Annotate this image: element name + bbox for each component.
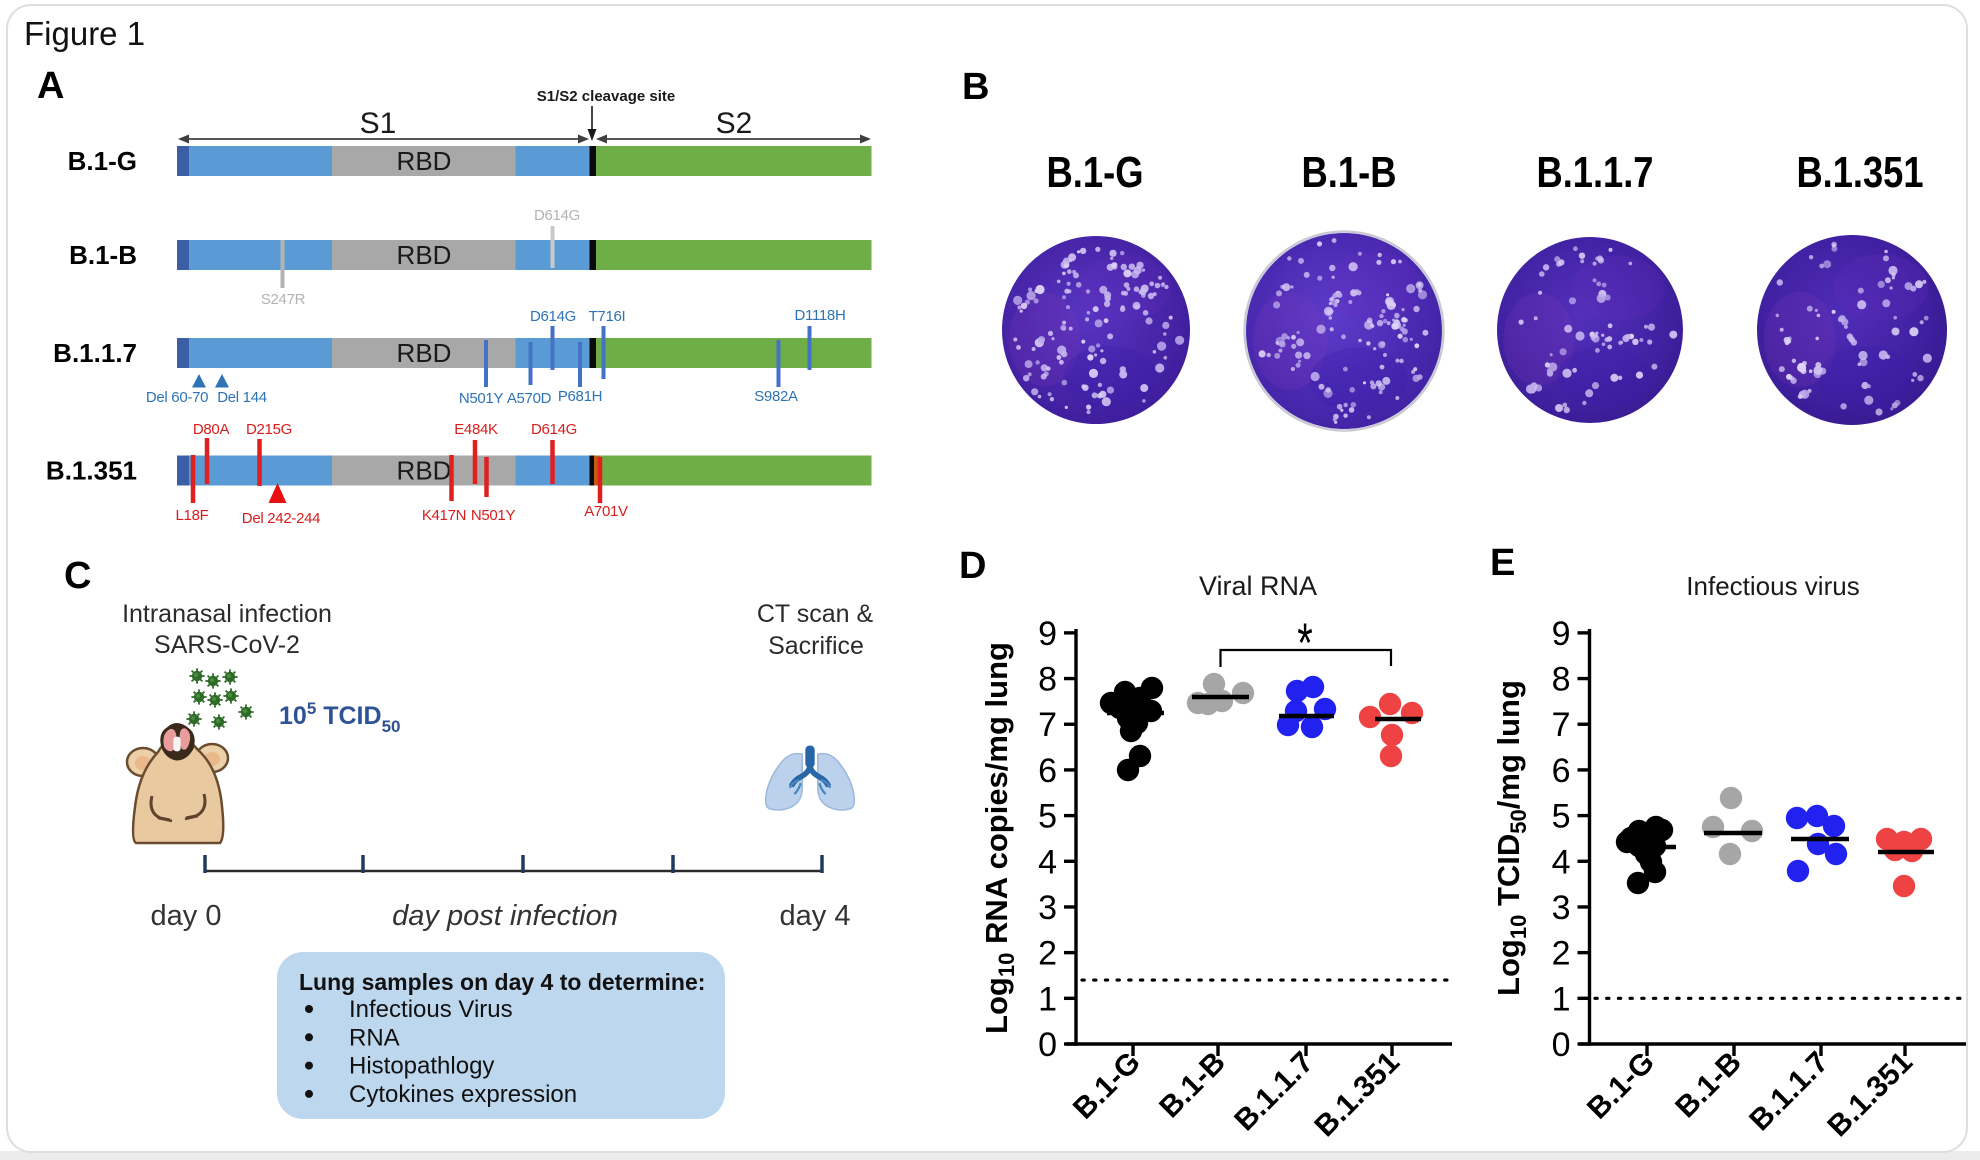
svg-text:S247R: S247R [261, 291, 306, 308]
svg-text:3: 3 [1038, 889, 1057, 927]
svg-text:D614G: D614G [534, 207, 580, 224]
svg-text:105 TCID50: 105 TCID50 [279, 699, 400, 736]
svg-text:Cytokines expression: Cytokines expression [349, 1081, 577, 1108]
svg-text:B.1-B: B.1-B [1302, 148, 1397, 197]
svg-text:0: 0 [1038, 1026, 1057, 1064]
svg-text:B.1.351: B.1.351 [1797, 148, 1924, 197]
svg-text:S1: S1 [360, 107, 397, 140]
svg-text:SARS-CoV-2: SARS-CoV-2 [154, 631, 300, 659]
svg-text:Viral RNA: Viral RNA [1199, 571, 1317, 601]
svg-text:S982A: S982A [754, 388, 798, 405]
svg-text:B.1-B: B.1-B [69, 240, 137, 270]
svg-text:Figure 1: Figure 1 [24, 15, 145, 52]
svg-text:Infectious Virus: Infectious Virus [349, 996, 513, 1023]
svg-text:E: E [1490, 542, 1515, 584]
svg-text:1: 1 [1552, 980, 1571, 1018]
svg-text:6: 6 [1552, 752, 1571, 790]
svg-text:B.1.351: B.1.351 [46, 456, 137, 486]
svg-text:Histopathlogy: Histopathlogy [349, 1053, 494, 1080]
svg-text:N501Y: N501Y [459, 390, 504, 407]
svg-text:A570D: A570D [507, 390, 552, 407]
svg-text:E484K: E484K [454, 421, 498, 438]
svg-text:CT scan &: CT scan & [757, 600, 874, 628]
svg-text:7: 7 [1038, 706, 1057, 744]
svg-text:day 4: day 4 [780, 900, 851, 932]
svg-text:3: 3 [1552, 889, 1571, 927]
svg-text:5: 5 [1552, 798, 1571, 836]
svg-text:9: 9 [1038, 615, 1057, 653]
svg-text:8: 8 [1552, 661, 1571, 699]
svg-text:Lung samples on day 4 to deter: Lung samples on day 4 to determine: [299, 969, 705, 995]
svg-text:N501Y: N501Y [471, 507, 516, 524]
svg-text:B: B [962, 66, 989, 108]
svg-text:0: 0 [1552, 1026, 1571, 1064]
svg-text:D215G: D215G [246, 421, 292, 438]
svg-text:B.1-G: B.1-G [1047, 148, 1144, 197]
svg-text:RNA: RNA [349, 1024, 400, 1051]
svg-text:C: C [64, 555, 91, 597]
svg-text:A701V: A701V [584, 503, 628, 520]
svg-text:Del 242-244: Del 242-244 [242, 510, 320, 527]
svg-text:RBD: RBD [397, 456, 452, 486]
svg-text:D614G: D614G [531, 421, 577, 438]
svg-text:Sacrifice: Sacrifice [768, 632, 864, 660]
svg-text:RBD: RBD [397, 146, 452, 176]
svg-text:S2: S2 [716, 107, 753, 140]
svg-text:A: A [37, 65, 64, 107]
svg-text:5: 5 [1038, 798, 1057, 836]
svg-text:day post infection: day post infection [392, 900, 618, 932]
svg-text:RBD: RBD [397, 338, 452, 368]
svg-text:2: 2 [1038, 935, 1057, 973]
svg-text:4: 4 [1552, 843, 1571, 881]
svg-text:Log10 TCID50/mg lung: Log10 TCID50/mg lung [1491, 680, 1531, 996]
svg-text:B.1.1.7: B.1.1.7 [53, 338, 137, 368]
svg-text:7: 7 [1552, 706, 1571, 744]
svg-text:*: * [1297, 613, 1313, 675]
svg-text:6: 6 [1038, 752, 1057, 790]
svg-text:D: D [959, 545, 986, 587]
svg-text:B.1.1.7: B.1.1.7 [1537, 148, 1654, 197]
svg-text:P681H: P681H [558, 388, 602, 405]
svg-text:T716I: T716I [589, 308, 626, 325]
svg-text:B.1-G: B.1-G [68, 146, 137, 176]
svg-text:S1/S2 cleavage site: S1/S2 cleavage site [537, 88, 675, 105]
svg-text:8: 8 [1038, 661, 1057, 699]
svg-text:RBD: RBD [397, 240, 452, 270]
svg-text:Del 144: Del 144 [217, 389, 267, 406]
svg-text:D1118H: D1118H [794, 307, 845, 324]
svg-text:Infectious virus: Infectious virus [1686, 571, 1859, 601]
svg-text:day 0: day 0 [151, 900, 222, 932]
svg-text:D614G: D614G [530, 308, 576, 325]
svg-text:Del 60-70: Del 60-70 [146, 389, 208, 406]
svg-text:D80A: D80A [193, 421, 230, 438]
svg-text:4: 4 [1038, 843, 1057, 881]
svg-text:9: 9 [1552, 615, 1571, 653]
svg-text:K417N: K417N [422, 507, 466, 524]
svg-text:2: 2 [1552, 935, 1571, 973]
svg-text:1: 1 [1038, 980, 1057, 1018]
svg-text:L18F: L18F [176, 507, 209, 524]
svg-text:Intranasal infection: Intranasal infection [122, 600, 332, 628]
